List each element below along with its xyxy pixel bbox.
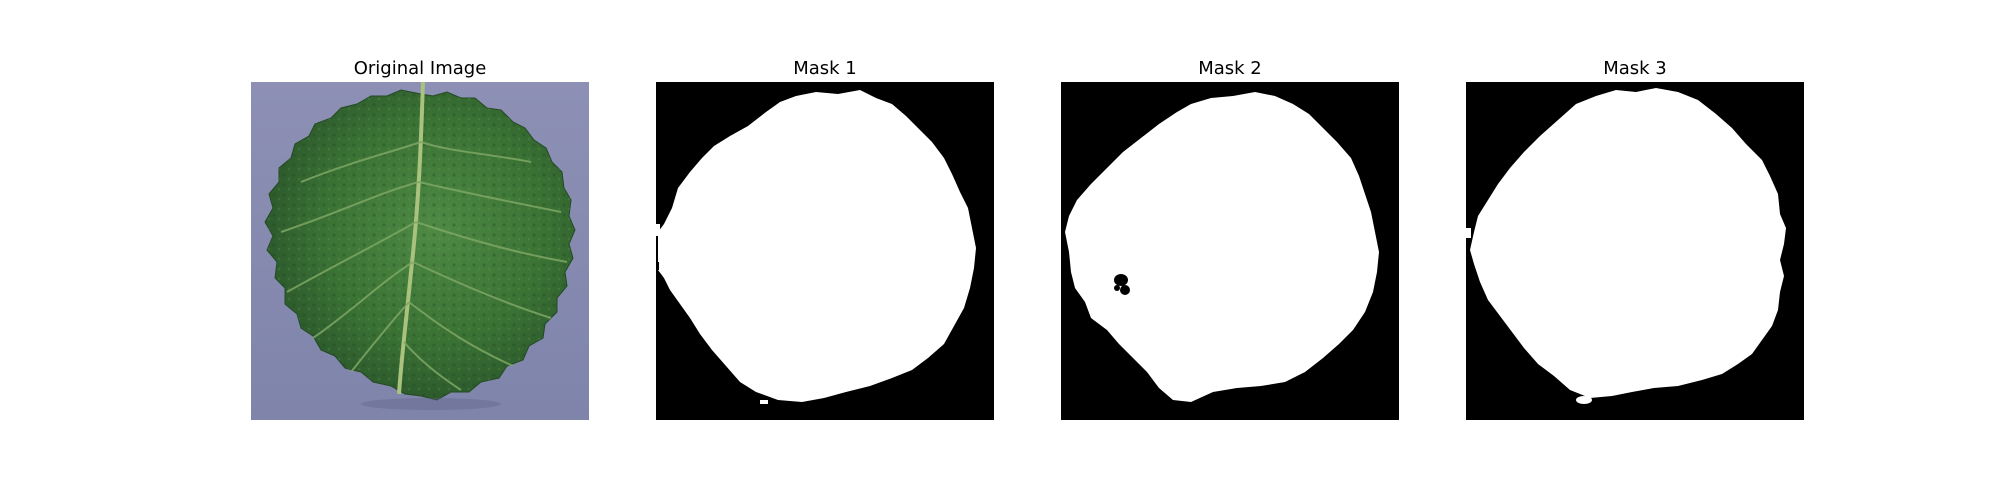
panel-mask-2: Mask 2 [1061,52,1399,420]
mask-2-foreground [1065,92,1379,402]
mask-2-hole [1114,274,1130,295]
mask-2-image [1061,82,1399,420]
leaf-midrib [397,82,425,395]
mask-3-image [1466,82,1804,420]
panel-title: Original Image [353,58,487,79]
panel-title: Mask 3 [1603,58,1667,79]
panel-mask-1: Mask 1 [656,52,994,420]
panel-title: Mask 2 [1198,58,1262,79]
leaf-veins [280,141,568,391]
mask-1-foreground [658,90,976,402]
mask-1-image [656,82,994,420]
mask-3-foreground [1470,88,1786,398]
panel-mask-3: Mask 3 [1466,52,1804,420]
panel-original-image: Original Image [251,52,589,420]
panel-title: Mask 1 [793,58,857,79]
original-leaf-photo [251,82,589,420]
